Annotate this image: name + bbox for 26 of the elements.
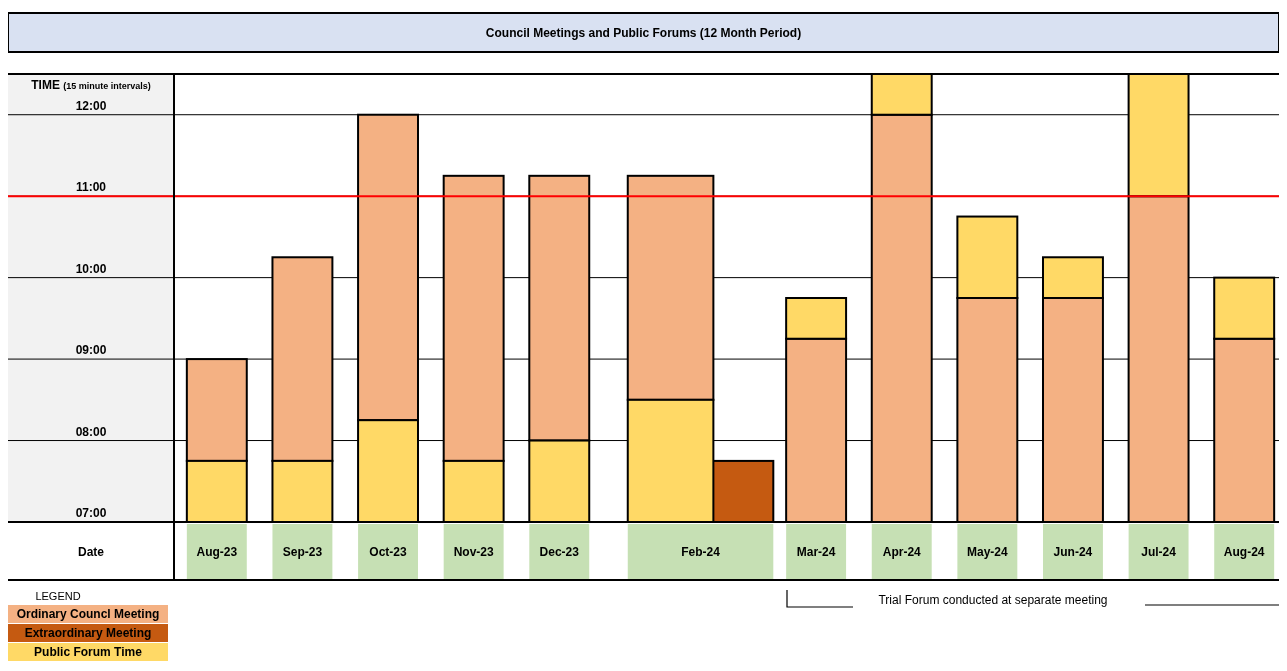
x-tick-label: Nov-23 (453, 545, 494, 559)
y-tick-label: 10:00 (75, 261, 107, 276)
x-tick-label: Oct-23 (369, 545, 408, 559)
x-tick-label: Aug-23 (196, 545, 238, 559)
x-tick-label: Jul-24 (1141, 545, 1177, 559)
x-tick-label: Sep-23 (282, 545, 323, 559)
x-tick-label: Dec-23 (539, 545, 580, 559)
y-tick-label: 07:00 (75, 506, 107, 520)
y-tick-label: 08:00 (75, 424, 107, 439)
x-tick-label: May-24 (967, 545, 1009, 559)
text: Trial Forum conducted at separate meeting (878, 593, 1108, 607)
text: Extraordinary Meeting (24, 626, 152, 640)
legend-title: LEGEND (35, 590, 81, 602)
y-tick-label: 09:00 (75, 343, 107, 358)
x-tick-label: Aug-24 (1223, 545, 1265, 559)
chart-title: Council Meetings and Public Forums (12 Month Period) (485, 26, 802, 40)
y-tick-label: 12:00 (75, 98, 107, 113)
text: Ordinary Councl Meeting (16, 607, 160, 621)
x-axis-title: Date (77, 545, 105, 559)
x-tick-label: Mar-24 (796, 545, 836, 559)
x-tick-label: Feb-24 (681, 545, 721, 559)
y-tick-label: 11:00 (75, 180, 107, 195)
x-tick-label: Apr-24 (882, 545, 922, 559)
text: Public Forum Time (34, 645, 143, 659)
x-tick-label: Jun-24 (1053, 545, 1093, 559)
y-axis-title: TIME (15 minute intervals) (31, 78, 151, 92)
